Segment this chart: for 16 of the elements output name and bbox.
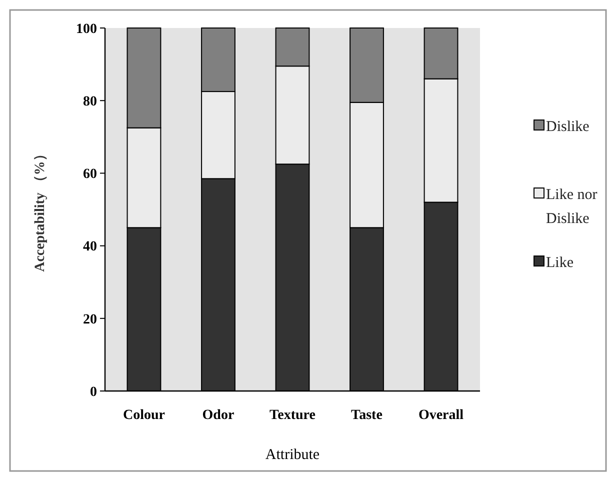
- x-tick-label: Texture: [270, 408, 316, 423]
- legend-label: Like nor Dislike: [546, 187, 601, 227]
- y-tick-label: 100: [76, 22, 97, 37]
- x-tick-label: Colour: [122, 408, 165, 423]
- y-tick-label: 80: [83, 94, 97, 110]
- legend-label: Like: [546, 255, 574, 271]
- legend-label: Dislike: [546, 119, 590, 135]
- y-tick-label: 0: [90, 384, 97, 400]
- x-tick-label: Taste: [351, 408, 382, 423]
- x-tick-label: Odor: [202, 408, 234, 423]
- y-axis-title: Acceptability （%）: [33, 147, 48, 272]
- x-tick-label: Overall: [418, 408, 464, 423]
- y-tick-label: 20: [83, 312, 97, 328]
- y-tick-label: 40: [83, 240, 97, 255]
- x-axis-title: Attribute: [265, 447, 320, 463]
- y-tick-label: 60: [83, 167, 97, 182]
